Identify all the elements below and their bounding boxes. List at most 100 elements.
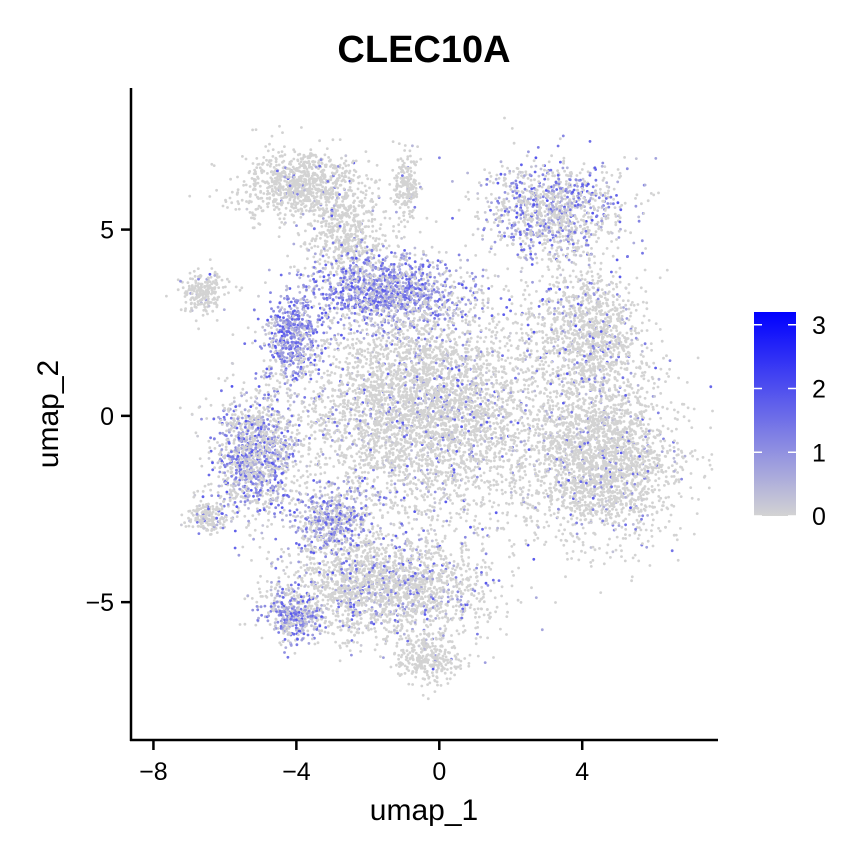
cell-point — [293, 195, 297, 198]
cell-point — [556, 169, 559, 173]
cell-point — [335, 169, 339, 172]
cell-point — [269, 176, 273, 180]
cell-point — [326, 313, 330, 316]
cell-point — [281, 325, 285, 329]
cell-point — [565, 173, 568, 177]
cell-point — [289, 375, 293, 378]
cell-point — [346, 301, 350, 305]
cell-point — [497, 208, 500, 212]
cell-point — [479, 184, 483, 187]
cell-point — [422, 319, 426, 322]
cell-point — [268, 192, 271, 195]
cell-point — [387, 286, 391, 290]
cell-point — [224, 198, 227, 202]
cell-point — [451, 216, 454, 220]
cell-point — [612, 187, 616, 191]
cell-point — [340, 254, 344, 258]
cell-point — [327, 256, 331, 259]
cell-point — [484, 196, 488, 200]
cell-point — [298, 152, 302, 156]
cell-point — [580, 186, 584, 190]
cell-point — [483, 211, 487, 214]
cell-point — [306, 303, 310, 307]
cell-point — [360, 246, 363, 250]
cell-point — [529, 252, 533, 256]
cell-point — [573, 184, 577, 187]
cell-point — [538, 312, 541, 316]
cell-point — [349, 264, 352, 267]
cell-point — [436, 264, 439, 267]
cell-point — [324, 232, 328, 236]
cell-point — [493, 253, 497, 256]
cell-point — [412, 160, 416, 164]
cell-point — [416, 145, 419, 149]
cell-point — [359, 331, 363, 334]
cell-point — [335, 180, 339, 184]
cell-point — [371, 263, 375, 267]
cell-point — [300, 203, 303, 207]
cell-point — [346, 252, 350, 255]
cell-point — [397, 223, 401, 227]
cell-point — [372, 256, 376, 260]
cell-point — [323, 174, 327, 178]
cell-point — [410, 273, 414, 277]
cell-point — [507, 199, 511, 203]
cell-point — [595, 214, 599, 218]
cell-point — [273, 182, 276, 186]
cell-point — [375, 279, 379, 283]
cell-point — [267, 321, 271, 325]
cell-point — [543, 168, 546, 172]
cell-point — [352, 250, 355, 254]
cell-point — [199, 287, 203, 290]
cell-point — [355, 229, 358, 233]
cell-point — [298, 322, 301, 326]
cell-point — [285, 356, 289, 360]
cell-point — [523, 223, 527, 227]
cell-point — [337, 296, 341, 300]
cell-point — [263, 328, 267, 332]
cell-point — [514, 179, 518, 183]
cell-point — [553, 174, 556, 178]
cell-point — [340, 243, 343, 247]
cell-point — [410, 210, 414, 214]
cell-point — [215, 319, 219, 322]
cell-point — [296, 159, 300, 163]
cell-point — [321, 207, 325, 210]
cell-point — [581, 227, 585, 231]
cell-point — [488, 250, 492, 254]
cell-point — [210, 282, 214, 286]
cell-point — [195, 290, 199, 294]
cell-point — [501, 219, 504, 223]
cell-point — [276, 305, 280, 309]
cell-point — [341, 249, 344, 253]
cell-point — [530, 335, 533, 338]
cell-point — [577, 196, 580, 200]
cell-point — [457, 208, 461, 212]
cell-point — [404, 262, 408, 266]
cell-point — [339, 235, 343, 239]
cell-point — [276, 175, 280, 179]
cell-point — [554, 234, 558, 238]
cell-point — [337, 254, 340, 258]
cell-point — [632, 375, 636, 378]
cell-point — [543, 192, 546, 196]
cell-point — [187, 284, 191, 288]
cell-point — [564, 228, 568, 232]
cell-point — [587, 231, 590, 235]
cell-point — [338, 163, 342, 167]
cell-point — [351, 179, 355, 183]
cell-point — [326, 260, 330, 264]
cell-point — [377, 237, 381, 241]
cell-point — [589, 193, 593, 197]
cell-point — [245, 207, 249, 211]
cell-point — [335, 272, 339, 276]
cell-point — [288, 272, 291, 275]
cell-point — [555, 202, 558, 206]
cell-point — [546, 187, 550, 190]
cell-point — [358, 175, 361, 178]
cell-point — [347, 163, 350, 167]
cell-point — [587, 235, 591, 239]
cell-point — [391, 285, 395, 289]
cell-point — [356, 213, 360, 217]
cell-point — [402, 183, 405, 187]
